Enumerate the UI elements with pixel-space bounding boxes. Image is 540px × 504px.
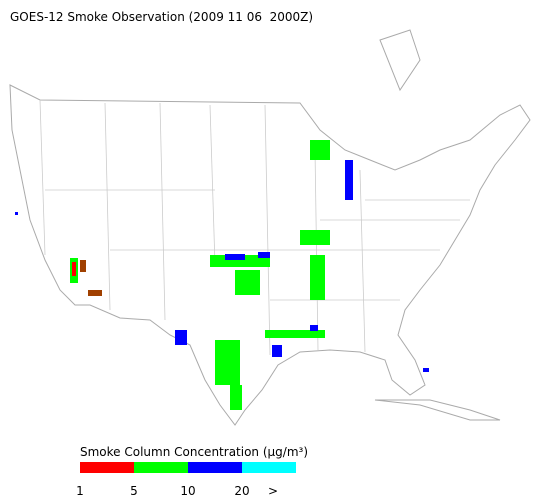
colorbar-label: 5	[130, 484, 138, 498]
title: GOES-12 Smoke Observation (2009 11 06 20…	[10, 10, 313, 24]
colorbar-segment	[80, 462, 134, 473]
colorbar-label: >	[268, 484, 278, 498]
colorbar-label: 20	[234, 484, 249, 498]
basemap	[9, 29, 531, 426]
colorbar-label: 1	[76, 484, 84, 498]
colorbar-segment	[188, 462, 242, 473]
colorbar-segment	[242, 462, 296, 473]
smoke-pixels	[15, 140, 429, 410]
colorbar-segment	[134, 462, 188, 473]
legend-title: Smoke Column Concentration (μg/m³)	[80, 445, 308, 459]
colorbar-label: 10	[180, 484, 195, 498]
